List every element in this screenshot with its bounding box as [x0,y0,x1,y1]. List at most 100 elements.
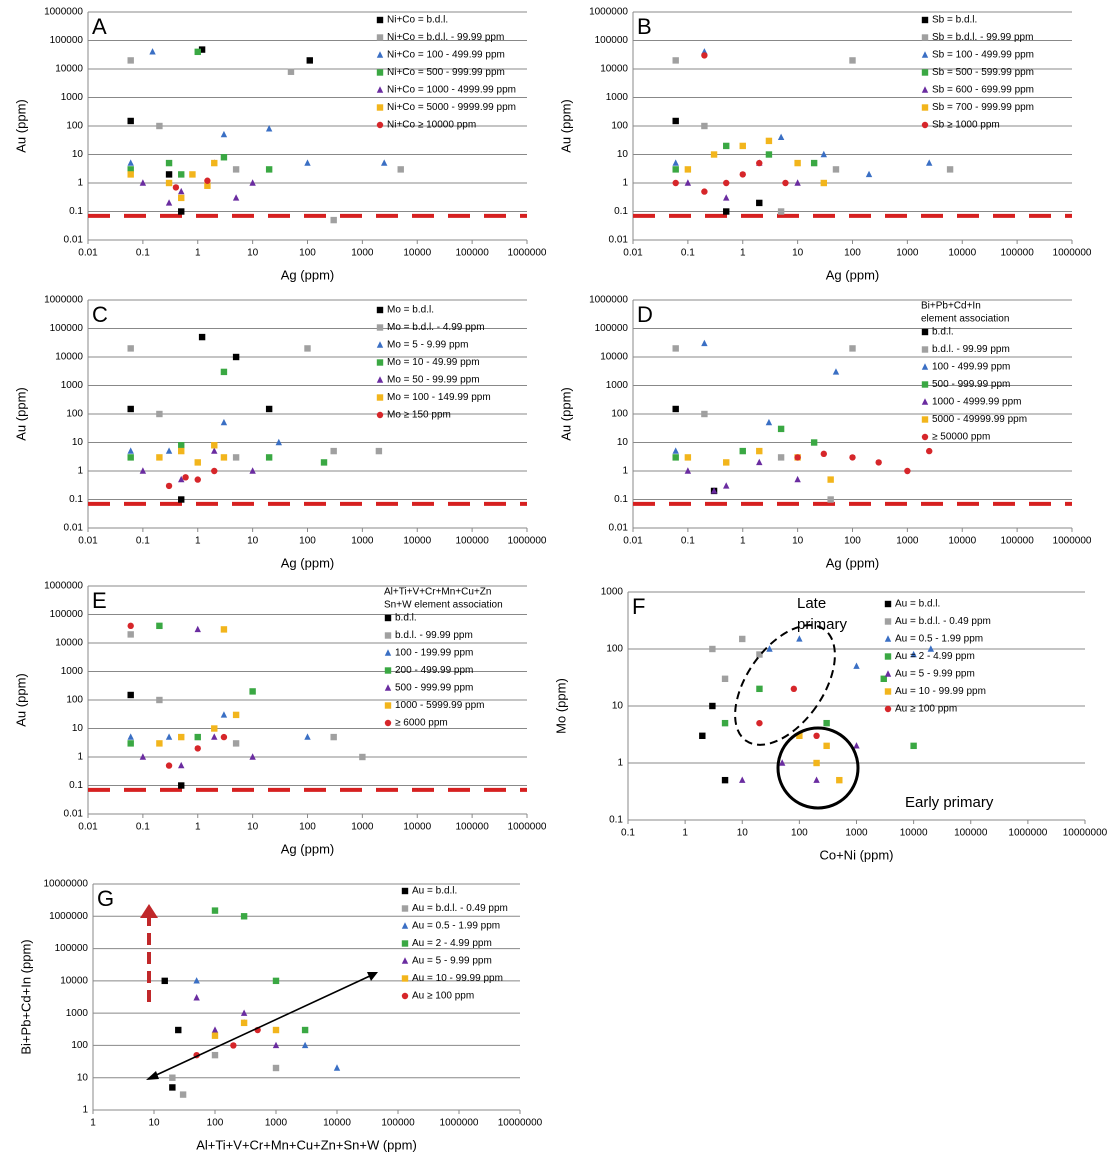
legend-marker [384,667,392,674]
point [272,977,280,985]
legend-marker [376,86,384,93]
point [249,753,256,760]
y-tick-label: 0.1 [609,815,623,826]
point [265,405,273,413]
point [672,57,679,64]
x-axis-label: Co+Ni (ppm) [819,847,893,862]
point [211,907,219,914]
x-tick-label: 10 [247,536,259,547]
point [397,166,404,173]
legend-marker [376,306,384,314]
point [672,345,679,352]
x-tick-label: 0.01 [78,248,98,259]
x-tick-label: 1 [740,248,746,259]
point [172,184,180,191]
point [849,345,856,352]
y-tick-label: 0.1 [69,206,83,217]
x-tick-label: 1000000 [1053,248,1092,259]
legend-label: 500 - 999.99 ppm [932,379,1010,390]
y-tick-label: 1 [617,758,623,769]
panel-label: B [637,14,652,39]
legend-label: Sb = 100 - 499.99 ppm [932,50,1034,61]
point [149,48,156,55]
point [194,476,201,483]
x-tick-label: 1000 [845,828,868,839]
point [810,439,818,446]
x-tick-label: 10000 [948,536,976,547]
x-tick-label: 10000 [948,248,976,259]
point [304,733,311,740]
legend-label: Mo = b.d.l. - 4.99 ppm [387,322,485,333]
legend-title: Bi+Pb+Cd+In [921,301,981,312]
point [301,1041,309,1049]
y-tick-label: 100 [66,409,83,420]
x-tick-label: 1 [740,536,746,547]
legend-marker [376,34,384,41]
point [849,57,856,64]
point [853,662,860,669]
annotation: Early primary [905,794,994,811]
x-tick-label: 10 [247,248,259,259]
y-tick-label: 10 [72,149,84,160]
point [220,368,228,376]
point [211,467,218,475]
legend-label: 100 - 199.99 ppm [395,648,473,659]
point [165,199,173,206]
x-tick-label: 1000 [351,822,374,833]
point [211,733,218,740]
x-tick-label: 100 [844,536,861,547]
x-axis-label: Ag (ppm) [826,267,879,282]
point [156,122,163,130]
panel-label: F [632,594,645,619]
point [265,166,273,173]
trend-arrow [151,974,373,1078]
point [813,759,820,767]
x-tick-label: 1000000 [440,1118,479,1129]
y-tick-label: 0.01 [609,523,629,534]
point [165,447,173,454]
point [127,405,134,413]
x-axis-label: Al+Ti+V+Cr+Mn+Cu+Zn+Sn+W (ppm) [196,1137,417,1152]
legend-marker [921,121,929,129]
point [794,475,801,483]
y-tick-label: 10 [612,701,624,712]
point [320,459,328,466]
panel: 0.01 0.1 1 10 100 1000 10000 100000 1000000 0.01 0… [13,295,546,571]
y-tick-label: 0.01 [64,523,84,534]
point [178,475,185,483]
point [204,182,211,189]
point [189,171,196,178]
legend-title: Sn+W element association [384,600,503,611]
point [721,675,729,683]
y-tick-label: 1 [77,752,83,763]
legend-marker [401,940,409,947]
point [211,1051,219,1059]
point [333,1064,341,1071]
point [232,740,240,747]
point [193,994,200,1001]
legend-label: Mo ≥ 150 ppm [387,410,451,421]
x-tick-label: 1000000 [508,536,547,547]
point [165,159,173,167]
point [813,776,820,783]
x-tick-label: 100 [791,828,808,839]
y-tick-label: 1000 [601,587,624,598]
legend-marker [401,905,409,912]
arrow-head [367,972,378,981]
point [232,454,240,461]
point [127,454,134,461]
point [220,733,228,741]
x-tick-label: 0.1 [136,248,150,259]
point [232,353,240,361]
legend-label: Ni+Co = 500 - 999.99 ppm [387,67,505,78]
legend-label: 5000 - 49999.99 ppm [932,414,1027,425]
x-tick-label: 100 [207,1118,224,1129]
legend-marker [384,649,392,656]
y-tick-label: 10 [617,437,629,448]
legend-label: Mo = 10 - 49.99 ppm [387,357,480,368]
point [304,345,311,352]
point [198,333,206,341]
point [701,339,708,347]
x-tick-label: 100000 [381,1118,415,1129]
point [723,142,730,150]
